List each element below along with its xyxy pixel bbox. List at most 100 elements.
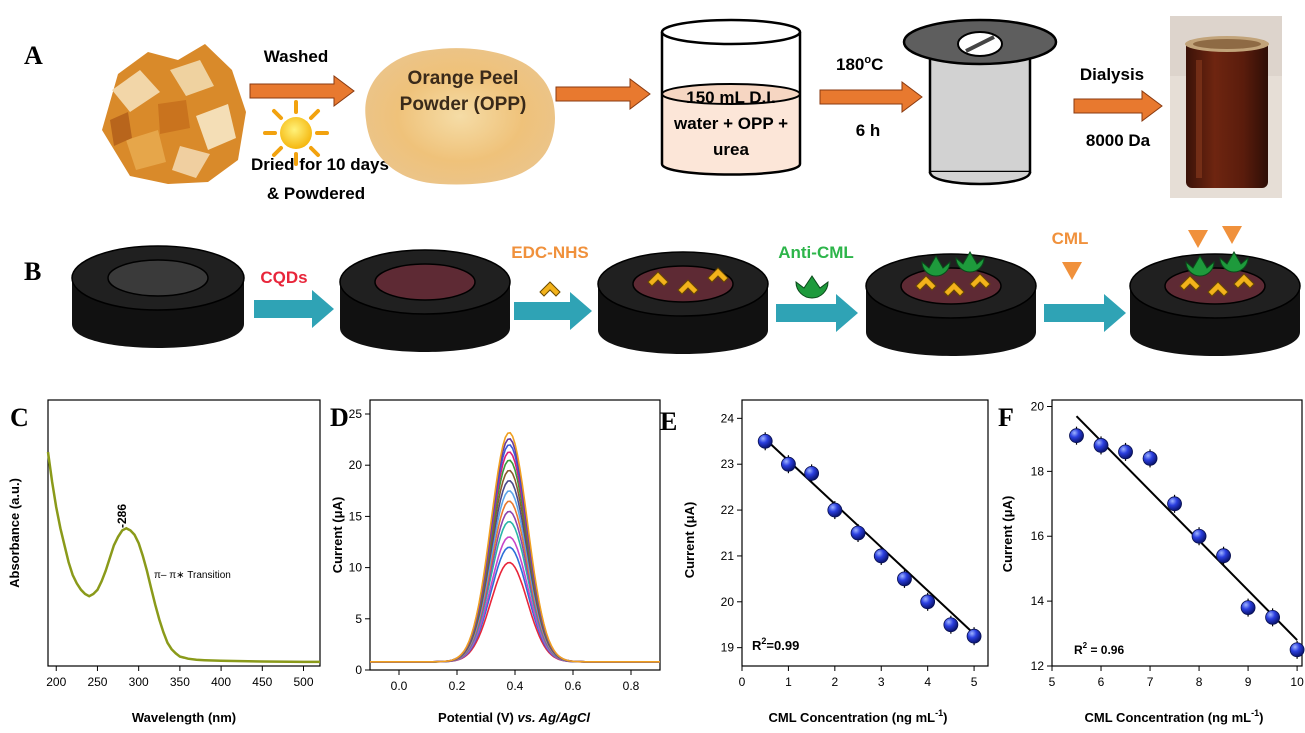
anti-cml-label: Anti-CML	[778, 243, 854, 262]
chart-f-point-0	[1069, 428, 1084, 444]
arrow-dialysis	[1073, 90, 1163, 122]
cml-antigen-icon	[1062, 262, 1082, 280]
chart-d-ytick-label-0: 0	[355, 663, 362, 677]
chart-f-xtick-label-1: 6	[1098, 675, 1105, 689]
chart-c-xtick-label-4: 400	[211, 675, 231, 689]
dried-label-line2: & Powdered	[267, 184, 365, 203]
panel-label-c: C	[10, 403, 29, 432]
chart-d-dpv-curve-10	[370, 451, 660, 663]
chart-f-point-5	[1191, 528, 1207, 544]
chart-c-xtick-label-6: 500	[293, 675, 313, 689]
orange-peel-powder	[365, 48, 555, 185]
beaker-label-line2: water + OPP +	[673, 114, 788, 133]
arrow-cqds	[254, 290, 334, 328]
chart-e-point-3	[827, 502, 843, 518]
chart-c-xtick-label-3: 350	[170, 675, 190, 689]
chart-e-xtick-label-5: 5	[971, 675, 978, 689]
linker-icon	[539, 281, 561, 297]
panel-label-a: A	[24, 41, 43, 70]
chart-f-point-1	[1093, 438, 1109, 453]
electrode-cqd	[339, 249, 511, 352]
chart-f-fit-line	[1075, 415, 1298, 641]
chart-d-ytick-label-2: 10	[349, 561, 363, 575]
chart-e-frame	[741, 399, 989, 667]
chart-c-xtick-label-2: 300	[129, 675, 149, 689]
electrode-antigen-bound	[1129, 226, 1301, 356]
cqd-vial-photo	[1170, 16, 1282, 198]
electrode-antibody	[865, 251, 1037, 356]
chart-f-ytick-label-4: 20	[1031, 399, 1045, 413]
cqds-label: CQDs	[260, 268, 307, 287]
edc-nhs-label: EDC-NHS	[511, 243, 588, 262]
chart-f-point-4	[1167, 496, 1182, 512]
chart-f-xtick-label-5: 10	[1290, 675, 1304, 689]
chart-d-ytick-label-5: 25	[349, 407, 363, 421]
chart-e-ytick-label-3: 22	[721, 503, 735, 517]
chart-e-ytick-label-0: 19	[721, 641, 735, 655]
chart-f-xtick-label-2: 7	[1147, 675, 1154, 689]
arrow-washed	[249, 75, 355, 107]
chart-c-xtick-label-5: 450	[252, 675, 272, 689]
time-label: 6 h	[856, 121, 881, 140]
chart-e-point-5	[873, 548, 889, 564]
chart-d-xtick-label-4: 0.8	[623, 679, 640, 693]
chart-d-xtick-label-3: 0.6	[565, 679, 582, 693]
washed-label: Washed	[264, 47, 329, 66]
arrow-to-beaker	[555, 78, 651, 110]
chart-d-dpv-curve-6	[370, 490, 660, 663]
chart-e-r2: R2=0.99	[752, 636, 799, 653]
chart-d-ytick-label-4: 20	[349, 458, 363, 472]
dialysis-cutoff-label: 8000 Da	[1086, 131, 1151, 150]
panel-label-b: B	[24, 257, 41, 286]
chart-e-xtick-label-2: 2	[831, 675, 838, 689]
chart-d-xlabel: Potential (V) vs. Ag/AgCl	[438, 710, 590, 725]
chart-c-xtick-label-1: 250	[87, 675, 107, 689]
cml-label: CML	[1052, 229, 1089, 248]
chart-d-ytick-label-3: 15	[349, 509, 363, 523]
chart-d-dpv-curve-2	[370, 536, 660, 663]
dried-label-line1: Dried for 10 days	[251, 155, 389, 174]
chart-d-xtick-label-2: 0.4	[507, 679, 524, 693]
chart-c-transition-label: π– π∗ Transition	[154, 570, 231, 581]
chart-e-xtick-label-3: 3	[878, 675, 885, 689]
chart-e-xtick-label-4: 4	[924, 675, 931, 689]
chart-f-xtick-label-0: 5	[1049, 675, 1056, 689]
chart-e-point-2	[804, 465, 820, 481]
chart-f-xtick-label-3: 8	[1196, 675, 1203, 689]
beaker-label-line3: urea	[713, 140, 749, 159]
panel-label-e: E	[660, 407, 677, 436]
chart-c-ylabel: Absorbance (a.u.)	[7, 478, 22, 588]
chart-e-ytick-label-5: 24	[721, 411, 735, 425]
chart-d-dpv: Current (μA) Potential (V) vs. Ag/AgCl 0…	[330, 399, 661, 725]
chart-d-frame	[369, 399, 661, 671]
chart-e-point-9	[966, 628, 982, 644]
opp-label-line1: Orange Peel	[408, 68, 519, 89]
chart-e-xlabel: CML Concentration (ng mL-1)	[769, 708, 948, 725]
chart-c-xlabel: Wavelength (nm)	[132, 710, 236, 725]
chart-f-calibration-high: Current (μA) CML Concentration (ng mL-1)…	[1000, 399, 1305, 725]
chart-f-point-3	[1142, 450, 1158, 466]
beaker-label-line1: 150 mL D.I.	[686, 88, 775, 107]
antibody-icon	[795, 275, 829, 299]
chart-d-ytick-label-1: 5	[355, 612, 362, 626]
chart-e-ylabel: Current (μA)	[682, 502, 697, 579]
chart-e-ytick-label-2: 21	[721, 549, 735, 563]
opp-label-line2: Powder (OPP)	[400, 94, 527, 115]
chart-f-ylabel: Current (μA)	[1000, 496, 1015, 573]
chart-d-dpv-curve-13	[370, 431, 660, 663]
chart-f-frame	[1051, 399, 1303, 667]
temperature-label: 180oC	[836, 54, 883, 74]
chart-e-point-4	[850, 525, 866, 541]
chart-d-dpv-curve-4	[370, 510, 660, 663]
chart-e-point-1	[781, 456, 796, 472]
chart-e-point-7	[920, 594, 936, 610]
chart-f-r2: R2 = 0.96	[1074, 641, 1124, 657]
chart-e-ytick-label-1: 20	[721, 595, 735, 609]
chart-e-fit-line	[764, 438, 975, 635]
arrow-cml	[1044, 294, 1126, 332]
chart-c-xtick-label-0: 200	[46, 675, 66, 689]
chart-d-dpv-curve-1	[370, 546, 660, 663]
chart-c-uv-vis: Absorbance (a.u.) Wavelength (nm) -286 π…	[7, 399, 321, 725]
arrow-to-autoclave	[819, 81, 923, 113]
